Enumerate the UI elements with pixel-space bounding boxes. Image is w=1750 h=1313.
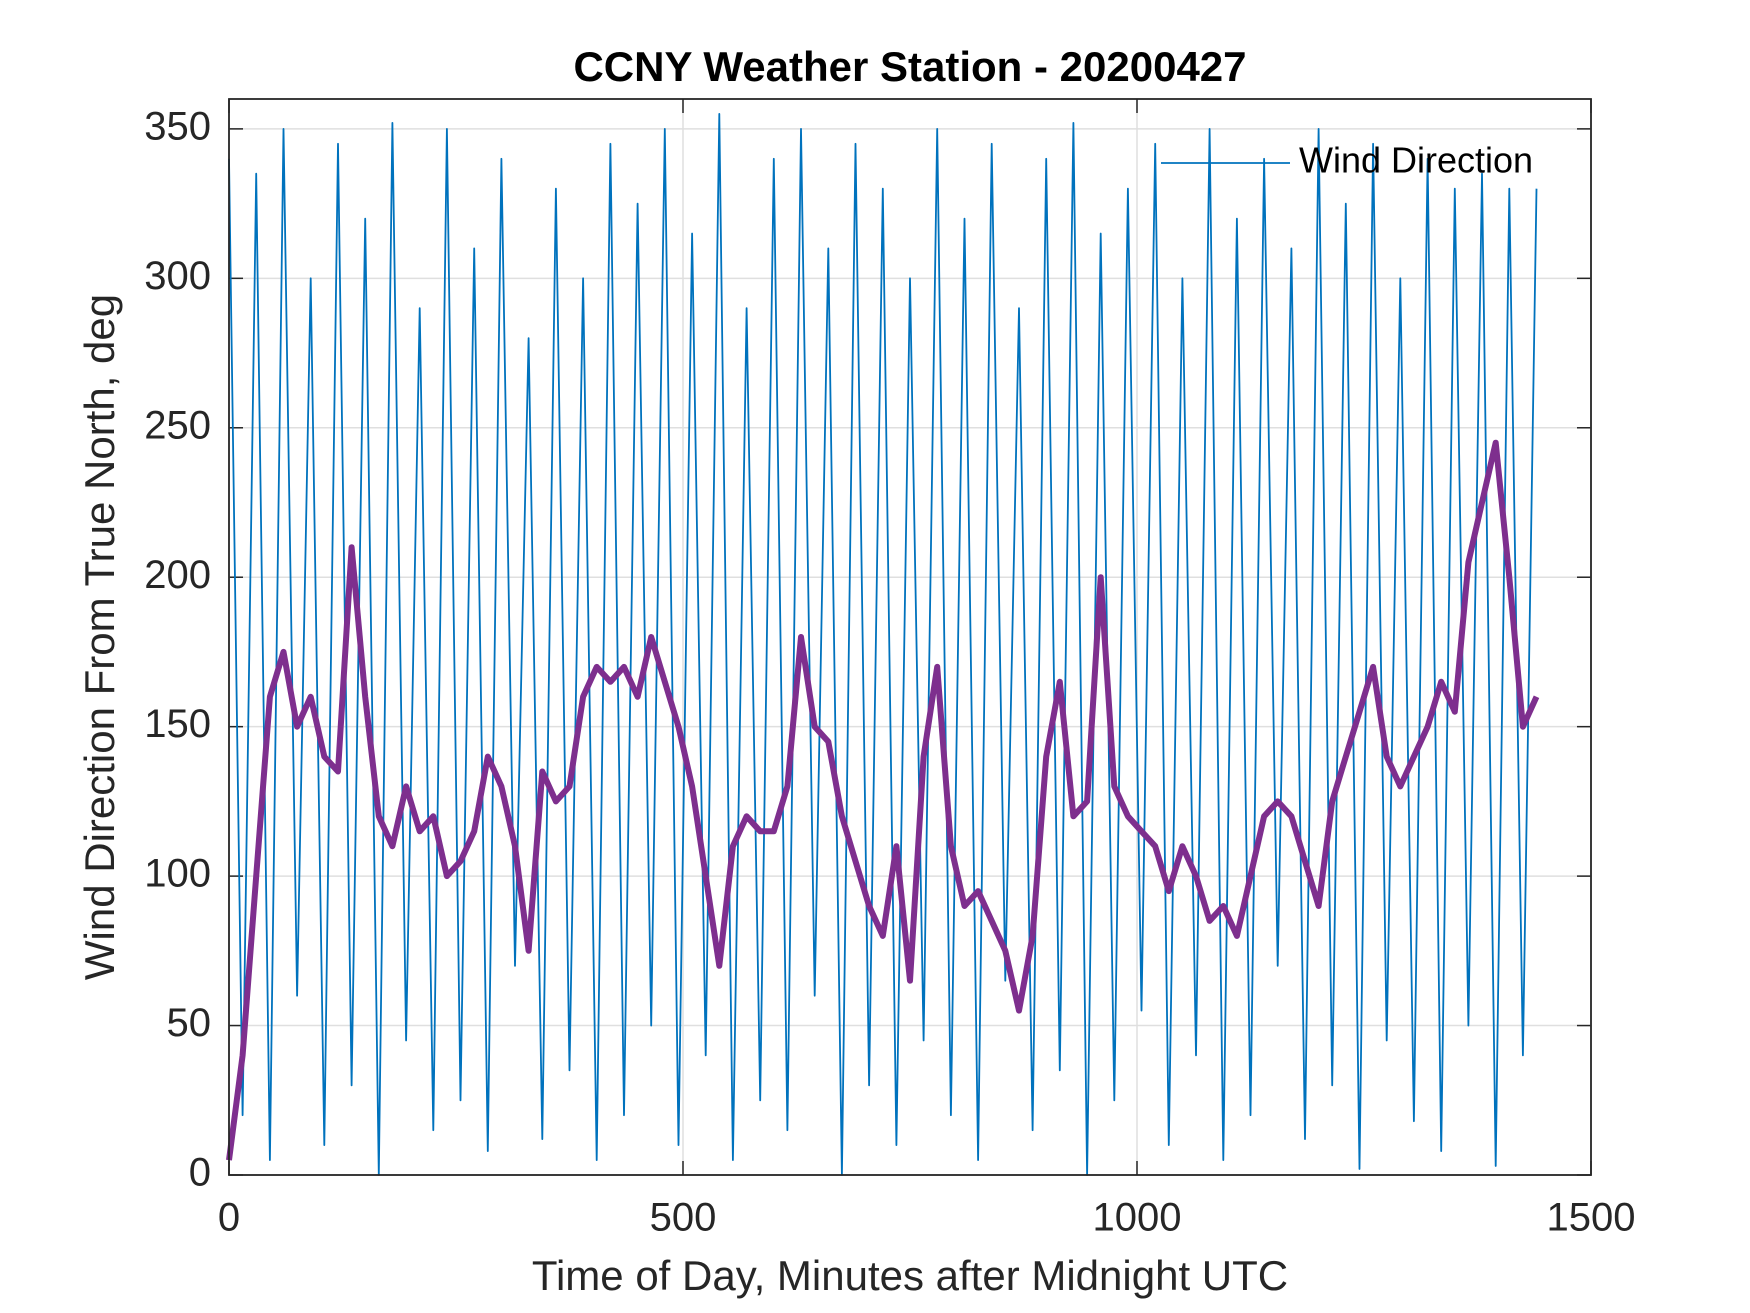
data-line [228, 113, 1538, 1176]
legend-label: Wind Direction [1299, 140, 1533, 181]
y-tick-label: 200 [144, 553, 211, 597]
y-tick-label: 250 [144, 403, 211, 447]
x-tick-label: 1500 [1547, 1196, 1636, 1240]
axes-frame [228, 98, 1592, 1176]
x-tick-label: 0 [218, 1196, 240, 1240]
x-tick-label: 1000 [1093, 1196, 1182, 1240]
chart-title: CCNY Weather Station - 20200427 [573, 43, 1246, 90]
y-tick-label: 150 [144, 702, 211, 746]
x-tick-label: 500 [650, 1196, 717, 1240]
y-axis-label: Wind Direction From True North, deg [76, 294, 123, 980]
y-tick-label: 100 [144, 852, 211, 896]
x-axis-label: Time of Day, Minutes after Midnight UTC [532, 1252, 1288, 1299]
y-tick-label: 350 [144, 104, 211, 148]
y-tick-label: 300 [144, 254, 211, 298]
y-tick-label: 0 [189, 1151, 211, 1195]
y-tick-label: 50 [167, 1001, 212, 1045]
data-line [226, 439, 1540, 1161]
